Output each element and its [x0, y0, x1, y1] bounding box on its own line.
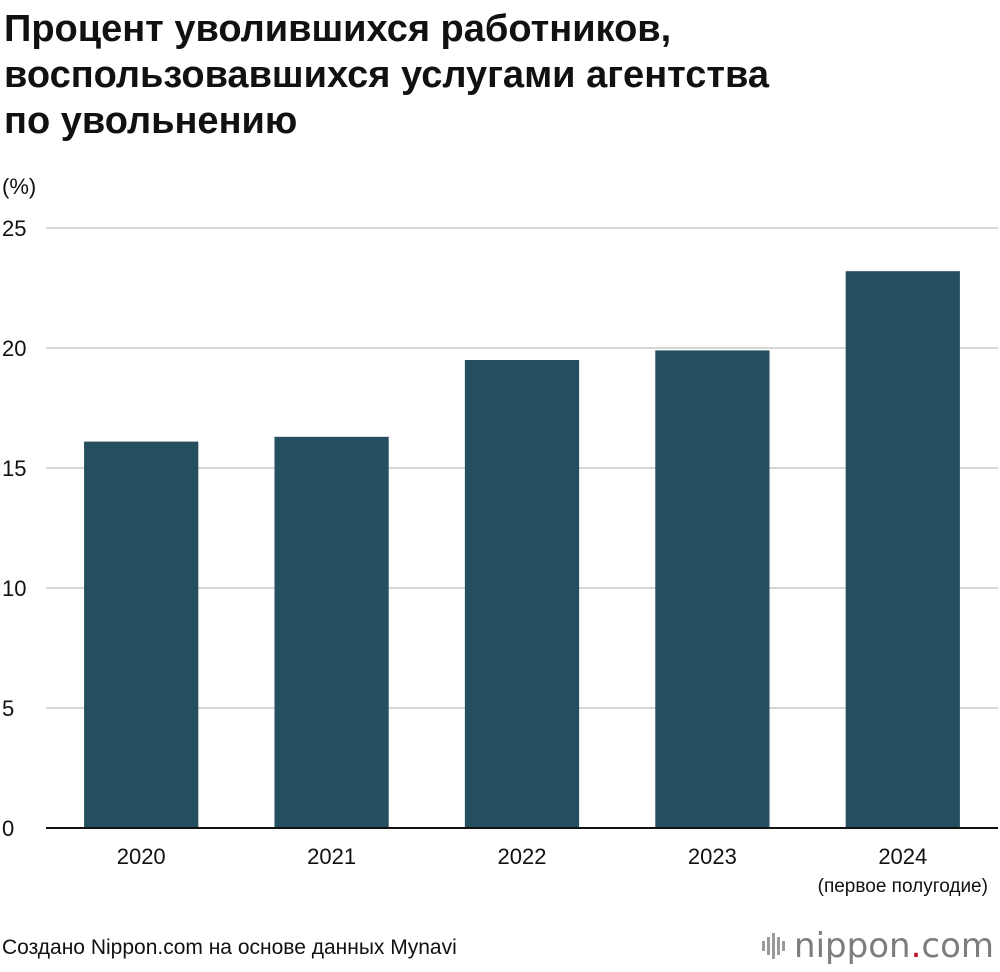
chart-title-line-1: Процент уволившихся работников, [4, 8, 672, 50]
y-tick-label-5: 5 [2, 696, 14, 721]
source-note: Создано Nippon.com на основе данных Myna… [2, 936, 457, 959]
y-axis-unit: (%) [2, 174, 37, 199]
y-tick-label-15: 15 [2, 456, 26, 481]
bar-2021 [274, 436, 389, 828]
nippon-logo: nippon. com [762, 926, 994, 966]
x-tick-label-2024: 2024 [878, 844, 927, 869]
bar-chart: 0 5 10 15 20 25 2020 2021 2022 2023 2024 (первое по… [2, 216, 998, 897]
y-tick-label-0: 0 [2, 816, 14, 841]
chart-title-line-3: по увольнению [4, 100, 298, 142]
chart-title-line-2: воспользовавшихся услугами агентства [4, 54, 769, 96]
bar-2020 [84, 441, 199, 828]
y-tick-label-25: 25 [2, 216, 26, 241]
x-tick-label-2022: 2022 [498, 844, 547, 869]
x-tick-sublabel-2024: (первое полугодие) [818, 876, 988, 897]
logo-dot: . [910, 926, 922, 966]
labels: 0 5 10 15 20 25 2020 2021 2022 2023 2024 (первое по… [2, 216, 988, 897]
logo-suffix: com [921, 926, 994, 966]
bars [84, 271, 960, 828]
bar-2024 [845, 271, 960, 828]
logo-word: nippon [794, 926, 911, 966]
x-tick-label-2021: 2021 [307, 844, 356, 869]
bar-2023 [655, 350, 770, 828]
x-tick-label-2020: 2020 [117, 844, 166, 869]
chart-title: Процент уволившихся работников, воспольз… [4, 6, 984, 144]
y-tick-label-20: 20 [2, 336, 26, 361]
bar-2022 [464, 360, 580, 828]
y-tick-label-10: 10 [2, 576, 26, 601]
x-tick-label-2023: 2023 [688, 844, 737, 869]
logo-bars-icon [762, 933, 786, 959]
